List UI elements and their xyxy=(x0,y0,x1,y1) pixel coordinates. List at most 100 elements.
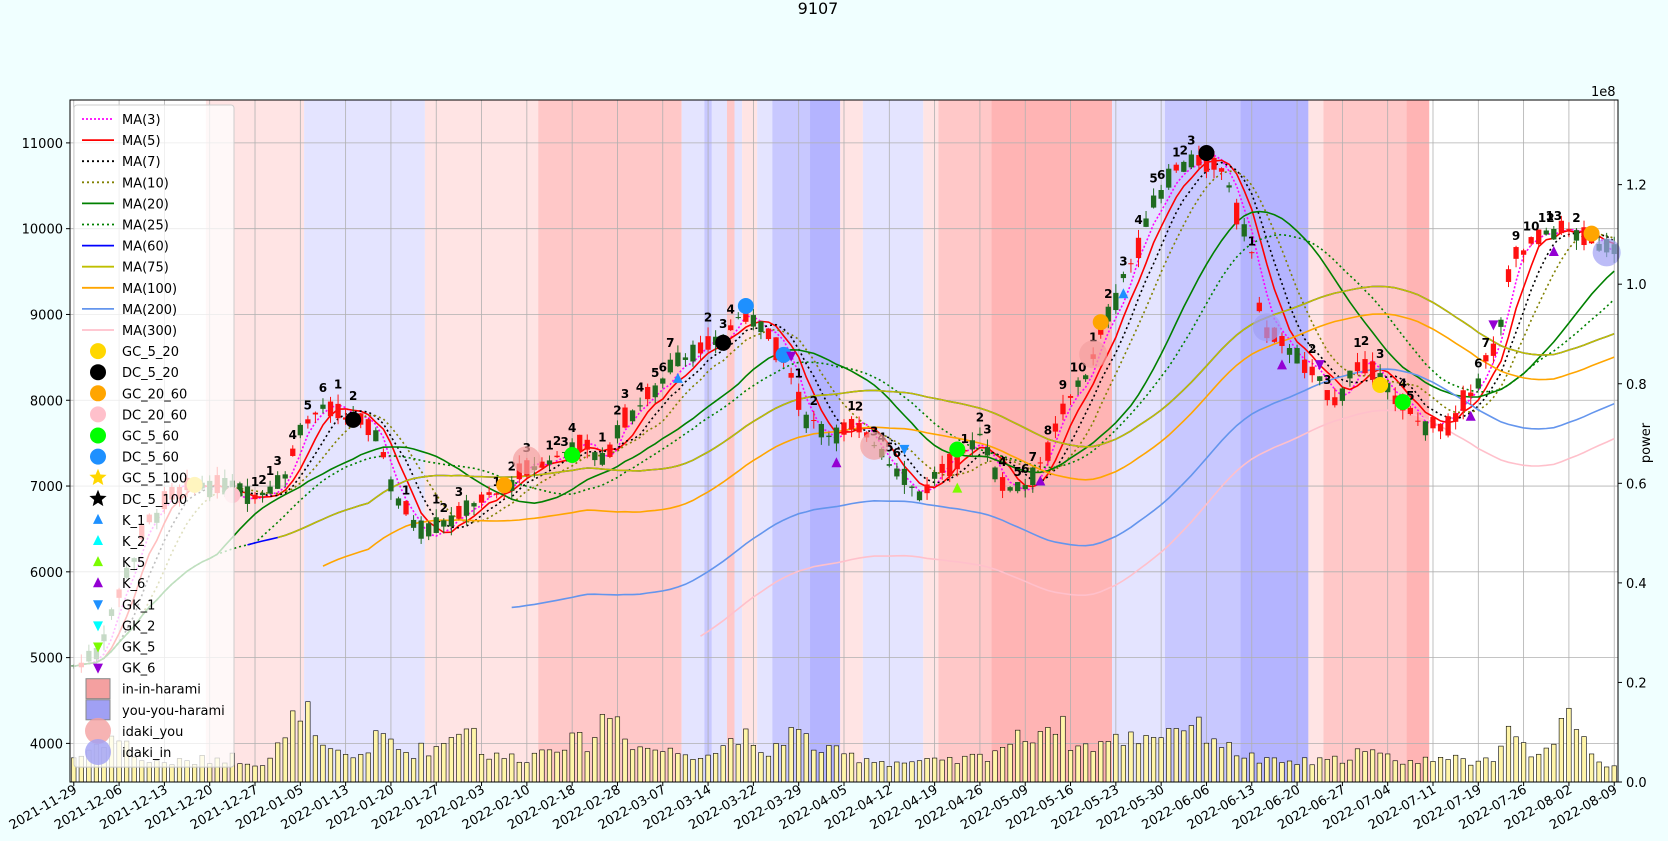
volume-bar xyxy=(569,732,575,783)
volume-bar xyxy=(909,761,915,783)
count-label: 1 xyxy=(1172,145,1180,159)
volume-bar xyxy=(652,749,658,783)
trend-shading-band xyxy=(1240,100,1309,782)
volume-bar xyxy=(1022,741,1028,783)
volume-bar xyxy=(1271,757,1277,783)
volume-bar xyxy=(637,746,643,783)
count-label: 3 xyxy=(719,317,727,331)
candle-body xyxy=(652,385,658,398)
trend-shading-band xyxy=(304,100,425,782)
trend-shading-band xyxy=(681,100,705,782)
candle-body xyxy=(373,430,379,442)
candle-body xyxy=(1113,292,1119,311)
candle-body xyxy=(327,401,334,417)
candle-body xyxy=(667,359,673,373)
count-label: 1 xyxy=(492,475,500,489)
candle-body xyxy=(275,475,281,489)
count-label: 5 xyxy=(304,399,312,413)
volume-bar xyxy=(765,755,772,783)
volume-bar xyxy=(471,727,477,783)
candle-body xyxy=(1226,185,1232,188)
volume-bar xyxy=(871,762,877,783)
k-triangle-up xyxy=(1548,245,1559,256)
count-label: 2 xyxy=(258,473,266,487)
plot-area: 1213456121123123123412345672341212345612… xyxy=(7,99,1647,833)
volume-bar xyxy=(1339,762,1345,783)
volume-bar xyxy=(1302,757,1308,783)
count-label: 2 xyxy=(1104,287,1112,301)
candle-body xyxy=(441,520,447,527)
count-label: 1 xyxy=(266,464,274,478)
candle-body xyxy=(1468,392,1474,397)
candle-body xyxy=(969,440,976,450)
legend-swatch xyxy=(90,385,106,402)
candle-body xyxy=(1256,302,1262,312)
volume-bar xyxy=(1505,725,1512,783)
candle-body xyxy=(1188,154,1194,168)
count-label: 3 xyxy=(870,425,878,439)
legend-label: GK_5 xyxy=(122,641,155,656)
volume-bar xyxy=(1536,753,1542,783)
legend-label: K_6 xyxy=(122,577,145,592)
volume-bar xyxy=(486,758,492,783)
volume-bar xyxy=(1604,766,1610,783)
candle-body xyxy=(894,468,900,477)
legend: MA(3) MA(5) MA(7) MA(10) MA(20) MA(25) MA(60) M… xyxy=(73,104,235,768)
legend-swatch xyxy=(90,364,106,381)
candle-body xyxy=(1150,195,1157,208)
volume-bar xyxy=(750,745,756,783)
candle-body xyxy=(1286,347,1293,355)
volume-bar xyxy=(577,732,583,783)
count-label: 3 xyxy=(1323,373,1331,387)
signal-circle xyxy=(1583,225,1600,242)
count-label: 5 xyxy=(885,441,893,455)
volume-bar xyxy=(622,738,628,783)
candle-body xyxy=(1075,380,1081,387)
candle-body xyxy=(1309,366,1315,376)
y-tick-label: 8000 xyxy=(30,394,63,409)
volume-bar xyxy=(1445,759,1451,783)
legend-label: DC_5_20 xyxy=(122,366,179,381)
volume-bar xyxy=(1468,764,1474,783)
count-label: 1 xyxy=(545,438,553,452)
y-right-tick-label: 0.4 xyxy=(1626,577,1647,592)
volume-bar xyxy=(275,742,281,783)
idaki-circle xyxy=(1252,313,1281,342)
count-label: 4 xyxy=(1134,213,1142,227)
trend-shading-band xyxy=(840,100,863,782)
right-axis-multiplier: 1e8 xyxy=(1591,85,1616,100)
volume-bar xyxy=(297,720,303,783)
candle-body xyxy=(395,498,402,506)
candle-body xyxy=(637,405,643,407)
k-triangle-up xyxy=(1118,288,1129,299)
candle-body xyxy=(826,435,832,438)
volume-bar xyxy=(856,762,862,783)
volume-bar xyxy=(1128,731,1134,783)
volume-bar xyxy=(478,754,485,783)
volume-bar xyxy=(1332,755,1338,783)
candle-body xyxy=(1037,462,1043,464)
volume-bar xyxy=(1521,742,1527,783)
volume-bar xyxy=(969,753,975,783)
volume-bar xyxy=(599,714,605,783)
candle-body xyxy=(660,378,666,384)
volume-bar xyxy=(1173,728,1179,783)
x-axis: 2021-11-292021-12-062021-12-132021-12-20… xyxy=(7,782,1620,833)
legend-label: MA(20) xyxy=(122,197,169,212)
volume-bar xyxy=(509,753,515,783)
count-label: 7 xyxy=(1029,450,1037,464)
candle-body xyxy=(1211,157,1217,170)
count-label: 6 xyxy=(1474,357,1482,371)
count-label: 7 xyxy=(1482,336,1490,350)
volume-bar xyxy=(1015,729,1021,783)
volume-bar xyxy=(773,743,779,783)
volume-bar xyxy=(1415,763,1421,783)
y-right-tick-label: 1.2 xyxy=(1626,179,1647,194)
count-label: 4 xyxy=(998,455,1006,469)
count-label: 2 xyxy=(440,501,448,515)
volume-bar xyxy=(992,750,998,783)
candle-body xyxy=(796,391,802,410)
volume-bar xyxy=(305,701,311,783)
count-label: 1 xyxy=(847,399,855,413)
count-label: 2 xyxy=(976,410,984,424)
